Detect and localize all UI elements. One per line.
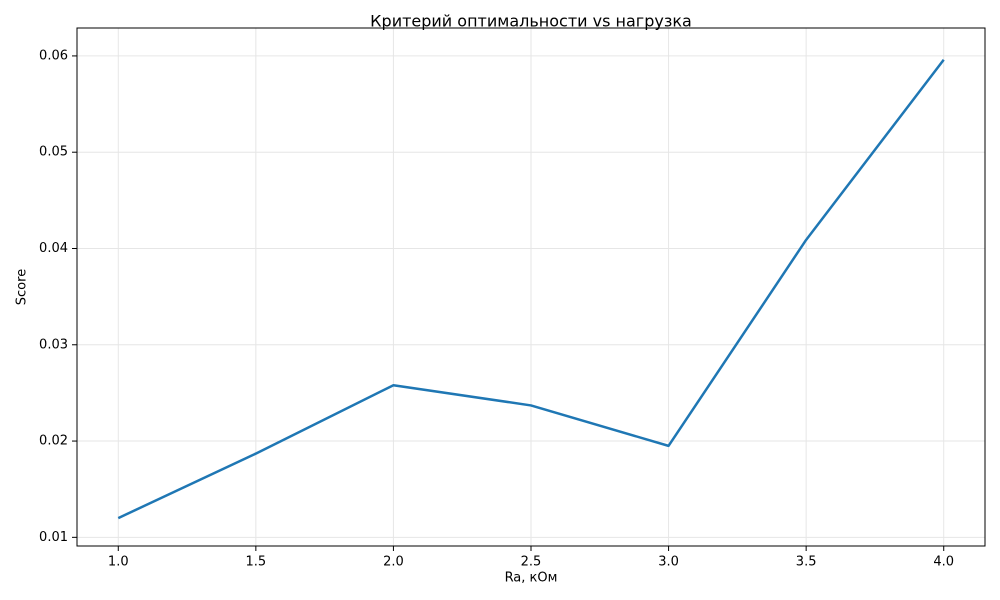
y-tick-label: 0.05 (39, 145, 68, 160)
chart-title: Критерий оптимальности vs нагрузка (370, 12, 692, 31)
x-tick-label: 1.0 (108, 555, 129, 570)
x-tick-label: 1.5 (246, 555, 267, 570)
x-tick-label: 4.0 (933, 555, 954, 570)
y-tick-label: 0.01 (39, 530, 68, 545)
plot-frame (76, 27, 986, 547)
x-tick-label: 3.0 (658, 555, 679, 570)
x-axis-label: Ra, кОм (505, 571, 558, 586)
x-tick-label: 2.0 (383, 555, 404, 570)
x-tick-label: 3.5 (796, 555, 817, 570)
data-line (117, 59, 945, 520)
y-tick-label: 0.03 (39, 337, 68, 352)
y-tick-label: 0.06 (39, 48, 68, 63)
x-tick-label: 2.5 (521, 555, 542, 570)
y-axis-label: Score (15, 269, 30, 305)
y-tick-label: 0.02 (39, 434, 68, 449)
y-tick-label: 0.04 (39, 241, 68, 256)
